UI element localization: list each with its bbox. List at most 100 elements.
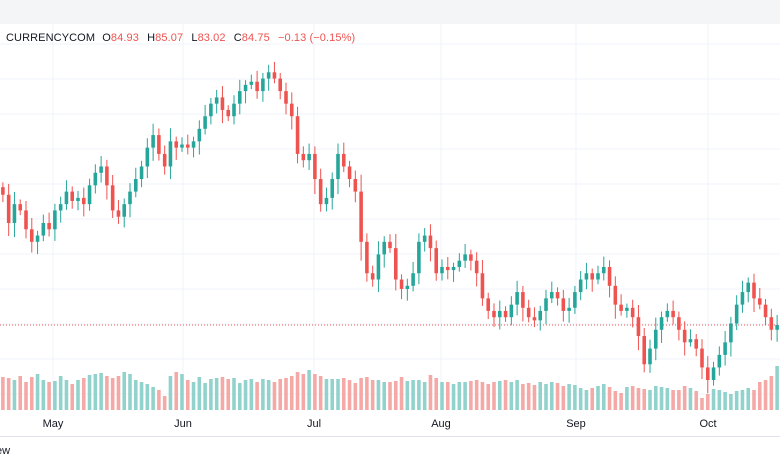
candle-body	[249, 81, 254, 85]
price-candles	[1, 61, 779, 394]
candle-body	[457, 260, 462, 267]
volume-bar	[272, 382, 277, 410]
volume-bar	[53, 381, 57, 410]
candle-body	[313, 153, 317, 180]
volume-bar	[41, 380, 46, 410]
volume-bar	[578, 388, 583, 410]
volume-bar	[105, 376, 109, 410]
candle-body	[503, 310, 508, 318]
volume-bar	[116, 376, 121, 410]
candle-body	[596, 273, 600, 280]
candle-body	[440, 266, 444, 274]
candle-body	[723, 342, 727, 355]
candle-body	[584, 273, 589, 280]
x-axis-tick-labels: May Jun Jul Aug Sep Oct	[43, 418, 717, 430]
candle-body	[47, 223, 51, 230]
volume-bar	[162, 396, 167, 410]
candle-body	[128, 191, 132, 205]
candle-body	[590, 273, 595, 280]
candle-body	[347, 166, 352, 180]
volume-bar	[255, 382, 259, 410]
candle-body	[284, 91, 288, 104]
candle-body	[162, 153, 167, 167]
candle-body	[220, 97, 225, 110]
volume-bar	[555, 383, 560, 410]
candlestick-chart[interactable]: May Jun Jul Aug Sep Oct	[0, 24, 780, 436]
candle-body	[705, 367, 710, 380]
candle-body	[769, 317, 774, 330]
candle-body	[388, 241, 392, 249]
volume-bar	[243, 380, 248, 410]
candle-body	[411, 273, 415, 286]
volume-bar	[313, 374, 317, 410]
volume-bar	[6, 378, 11, 410]
top-toolbar-strip	[0, 0, 780, 24]
volume-bar	[168, 376, 173, 410]
candle-body	[180, 144, 184, 148]
volume-bar	[365, 377, 369, 410]
volume-bar	[318, 376, 323, 410]
candle-body	[243, 84, 248, 92]
volume-bar	[203, 383, 207, 410]
candle-body	[318, 179, 323, 205]
volume-bar	[330, 379, 335, 410]
x-tick-label: May	[43, 418, 64, 430]
footer-text: ew	[0, 445, 11, 457]
candle-body	[330, 179, 335, 198]
candle-body	[671, 310, 675, 318]
x-tick-label: Sep	[566, 418, 586, 430]
candle-body	[665, 310, 670, 318]
volume-bar	[157, 390, 161, 410]
candle-body	[122, 204, 127, 217]
volume-bar	[497, 381, 502, 410]
volume-bar	[509, 382, 514, 410]
volume-bar	[128, 374, 132, 410]
legend-high-label: H	[147, 32, 156, 44]
footer-bar: ew	[0, 436, 780, 471]
volume-bar	[544, 384, 548, 410]
volume-bar	[266, 380, 271, 410]
volume-bar	[590, 388, 595, 410]
volume-bar	[457, 382, 462, 410]
volume-bar	[185, 380, 190, 410]
candle-body	[266, 72, 271, 79]
volume-bar	[122, 372, 127, 410]
candle-body	[509, 304, 514, 318]
candle-body	[405, 285, 410, 289]
volume-bar	[630, 386, 635, 410]
candle-body	[370, 273, 375, 280]
candle-body	[145, 147, 150, 167]
candle-body	[630, 307, 635, 318]
candle-body	[133, 179, 138, 192]
candle-body	[544, 298, 548, 311]
volume-bar	[29, 377, 34, 410]
candle-body	[232, 103, 236, 117]
candle-body	[18, 204, 23, 211]
volume-bar	[561, 386, 566, 410]
volume-bar	[451, 384, 456, 410]
candle-body	[561, 298, 566, 311]
candle-body	[688, 339, 693, 343]
volume-bar	[237, 383, 242, 410]
volume-bar	[659, 387, 664, 410]
symbol-legend: CURRENCYCOM O84.93 H85.07 L83.02 C84.75 …	[6, 32, 355, 44]
candle-body	[226, 109, 231, 117]
candle-body	[393, 248, 398, 280]
candle-body	[93, 172, 98, 186]
volume-bar	[359, 378, 363, 410]
candle-body	[157, 135, 161, 154]
volume-bar	[18, 376, 23, 410]
volume-bar	[133, 380, 138, 410]
volume-bar	[705, 394, 710, 410]
candle-body	[659, 317, 664, 330]
candle-body	[278, 78, 283, 92]
volume-bar	[625, 387, 629, 410]
volume-bar	[232, 378, 236, 410]
candle-body	[486, 298, 491, 311]
legend-open-label: O	[102, 32, 111, 44]
volume-bar	[671, 390, 675, 410]
volume-bar	[549, 382, 554, 410]
volume-bar	[480, 382, 485, 410]
legend-close-value: 84.75	[241, 32, 270, 44]
candle-body	[700, 348, 704, 368]
